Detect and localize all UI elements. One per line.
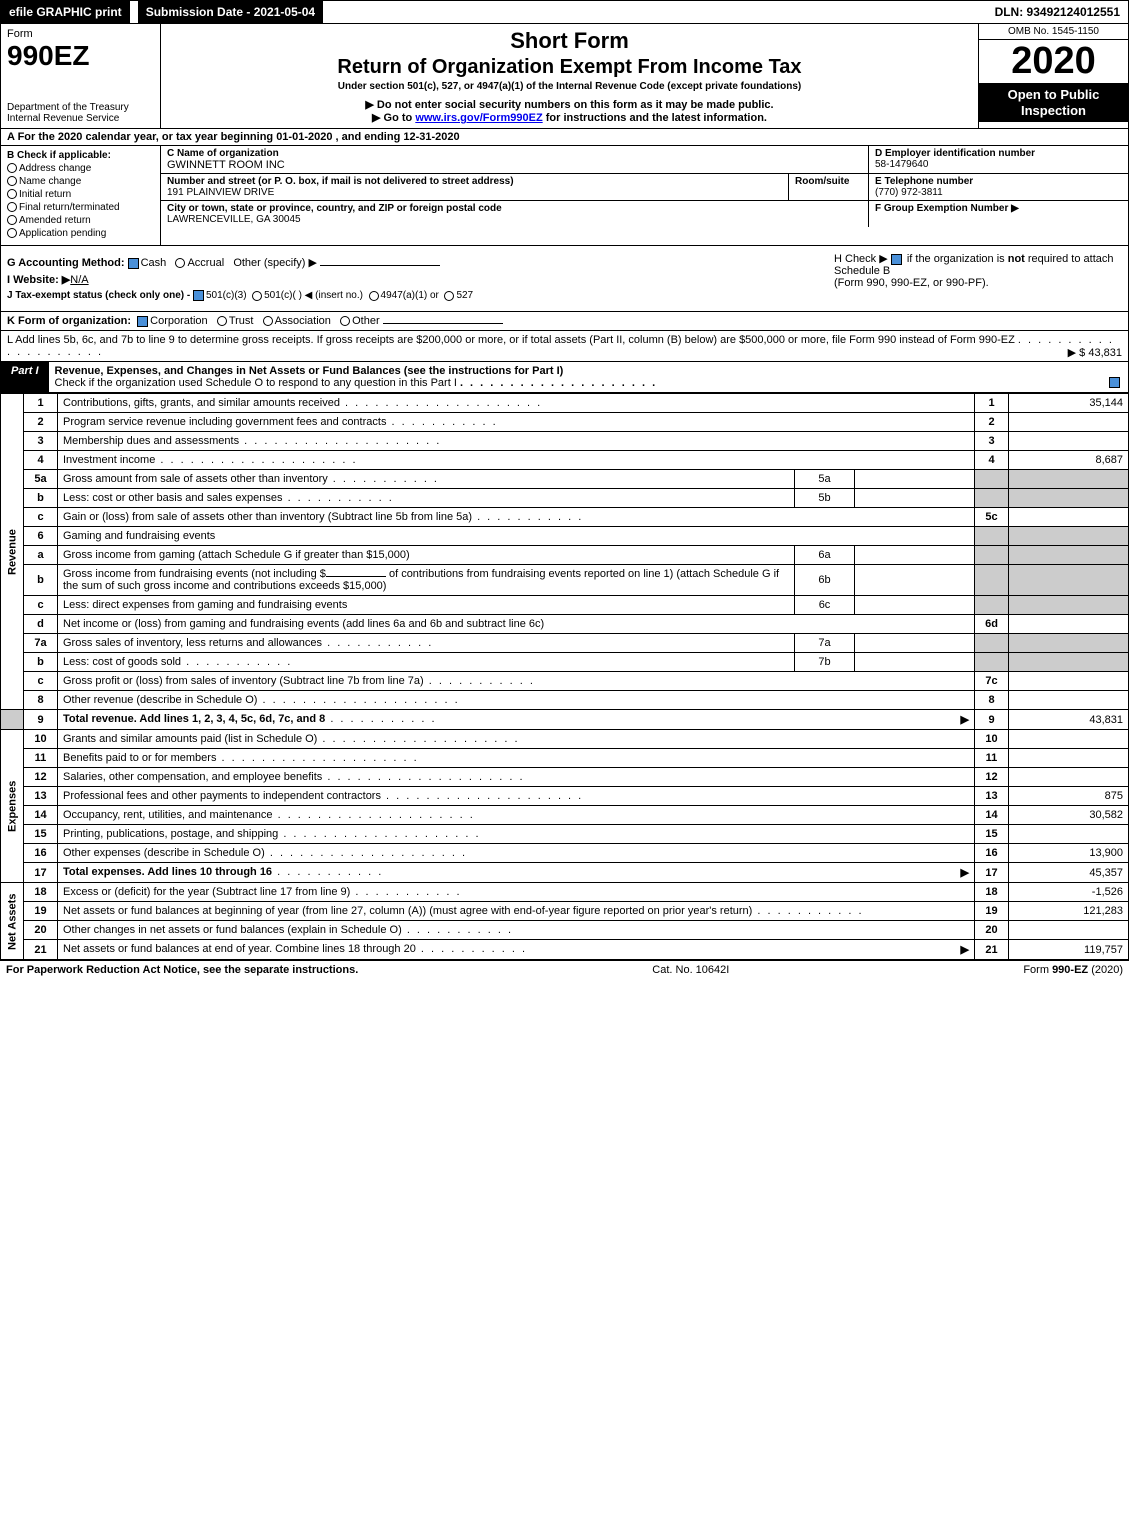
line-13-amount: 875 bbox=[1009, 787, 1129, 806]
city-state-zip: LAWRENCEVILLE, GA 30045 bbox=[167, 214, 862, 225]
section-a-tax-year: A For the 2020 calendar year, or tax yea… bbox=[0, 129, 1129, 146]
other-org-radio[interactable] bbox=[340, 316, 350, 326]
part-1-table: Revenue 1 Contributions, gifts, grants, … bbox=[0, 393, 1129, 960]
catalog-number: Cat. No. 10642I bbox=[652, 964, 729, 976]
form-990ez-page: efile GRAPHIC print Submission Date - 20… bbox=[0, 0, 1129, 979]
line-17-total-expenses: 45,357 bbox=[1009, 863, 1129, 883]
topbar: efile GRAPHIC print Submission Date - 20… bbox=[0, 0, 1129, 24]
line-14-amount: 30,582 bbox=[1009, 806, 1129, 825]
cash-checkbox[interactable] bbox=[128, 258, 139, 269]
line-18-amount: -1,526 bbox=[1009, 883, 1129, 902]
section-l: L Add lines 5b, 6c, and 7b to line 9 to … bbox=[0, 331, 1129, 362]
section-c-label: C Name of organization bbox=[167, 148, 862, 159]
under-section: Under section 501(c), 527, or 4947(a)(1)… bbox=[165, 81, 974, 92]
telephone: (770) 972-3811 bbox=[875, 187, 1122, 198]
omb-number: OMB No. 1545-1150 bbox=[979, 24, 1128, 40]
dln: DLN: 93492124012551 bbox=[987, 1, 1128, 23]
section-k: K Form of organization: Corporation Trus… bbox=[0, 312, 1129, 331]
line-21-amount: 119,757 bbox=[1009, 940, 1129, 960]
org-name: GWINNETT ROOM INC bbox=[167, 159, 862, 171]
entity-block: B Check if applicable: Address change Na… bbox=[0, 146, 1129, 246]
sections-g-through-j: G Accounting Method: Cash Accrual Other … bbox=[0, 246, 1129, 312]
line-16-amount: 13,900 bbox=[1009, 844, 1129, 863]
501c-radio[interactable] bbox=[252, 291, 262, 301]
initial-return-radio[interactable] bbox=[7, 189, 17, 199]
name-change-radio[interactable] bbox=[7, 176, 17, 186]
section-f-label: F Group Exemption Number ▶ bbox=[875, 203, 1122, 214]
page-footer: For Paperwork Reduction Act Notice, see … bbox=[0, 960, 1129, 979]
open-inspection: Open to Public Inspection bbox=[979, 83, 1128, 122]
section-g: G Accounting Method: Cash Accrual Other … bbox=[7, 256, 822, 269]
goto-line: ▶ Go to www.irs.gov/Form990EZ for instru… bbox=[165, 111, 974, 124]
efile-print-button[interactable]: efile GRAPHIC print bbox=[1, 1, 130, 23]
internal-revenue: Internal Revenue Service bbox=[7, 113, 154, 124]
short-form-title: Short Form bbox=[165, 28, 974, 54]
part-1-tab: Part I bbox=[1, 362, 49, 392]
line-19-amount: 121,283 bbox=[1009, 902, 1129, 921]
section-d-label: D Employer identification number bbox=[875, 148, 1122, 159]
section-h: H Check ▶ if the organization is not req… bbox=[828, 246, 1128, 311]
501c3-checkbox[interactable] bbox=[193, 290, 204, 301]
dept-treasury: Department of the Treasury bbox=[7, 102, 154, 113]
form-number: 990EZ bbox=[7, 40, 154, 72]
line-9-total-revenue: 43,831 bbox=[1009, 710, 1129, 730]
irs-link[interactable]: www.irs.gov/Form990EZ bbox=[415, 112, 542, 124]
association-radio[interactable] bbox=[263, 316, 273, 326]
return-title: Return of Organization Exempt From Incom… bbox=[165, 56, 974, 79]
section-b: B Check if applicable: Address change Na… bbox=[1, 146, 161, 245]
part-1-header: Part I Revenue, Expenses, and Changes in… bbox=[0, 362, 1129, 393]
accrual-radio[interactable] bbox=[175, 258, 185, 268]
city-label: City or town, state or province, country… bbox=[167, 203, 862, 214]
amended-return-radio[interactable] bbox=[7, 215, 17, 225]
form-header: Form 990EZ Department of the Treasury In… bbox=[0, 24, 1129, 129]
application-pending-radio[interactable] bbox=[7, 228, 17, 238]
line-4-amount: 8,687 bbox=[1009, 451, 1129, 470]
net-assets-side-label: Net Assets bbox=[1, 883, 24, 960]
room-label: Room/suite bbox=[795, 176, 862, 187]
ssn-warning: ▶ Do not enter social security numbers o… bbox=[165, 98, 974, 111]
section-j: J Tax-exempt status (check only one) - 5… bbox=[7, 290, 822, 301]
final-return-radio[interactable] bbox=[7, 202, 17, 212]
line-1-amount: 35,144 bbox=[1009, 394, 1129, 413]
address-change-radio[interactable] bbox=[7, 163, 17, 173]
form-ref: Form 990-EZ (2020) bbox=[1023, 964, 1123, 976]
ein: 58-1479640 bbox=[875, 159, 1122, 170]
form-word: Form bbox=[7, 28, 154, 40]
4947-radio[interactable] bbox=[369, 291, 379, 301]
section-i: I Website: ▶N/A bbox=[7, 273, 822, 286]
corporation-checkbox[interactable] bbox=[137, 316, 148, 327]
tax-year: 2020 bbox=[979, 40, 1128, 83]
gross-receipts: ▶ $ 43,831 bbox=[1068, 346, 1122, 359]
revenue-side-label: Revenue bbox=[1, 394, 24, 710]
section-e-label: E Telephone number bbox=[875, 176, 1122, 187]
website-value: N/A bbox=[70, 274, 88, 286]
schedule-o-checkbox[interactable] bbox=[1109, 377, 1120, 388]
street-address: 191 PLAINVIEW DRIVE bbox=[167, 187, 782, 198]
527-radio[interactable] bbox=[444, 291, 454, 301]
addr-label: Number and street (or P. O. box, if mail… bbox=[167, 176, 782, 187]
paperwork-notice: For Paperwork Reduction Act Notice, see … bbox=[6, 964, 358, 976]
trust-radio[interactable] bbox=[217, 316, 227, 326]
expenses-side-label: Expenses bbox=[1, 730, 24, 883]
submission-date: Submission Date - 2021-05-04 bbox=[138, 1, 323, 23]
schedule-b-checkbox[interactable] bbox=[891, 254, 902, 265]
